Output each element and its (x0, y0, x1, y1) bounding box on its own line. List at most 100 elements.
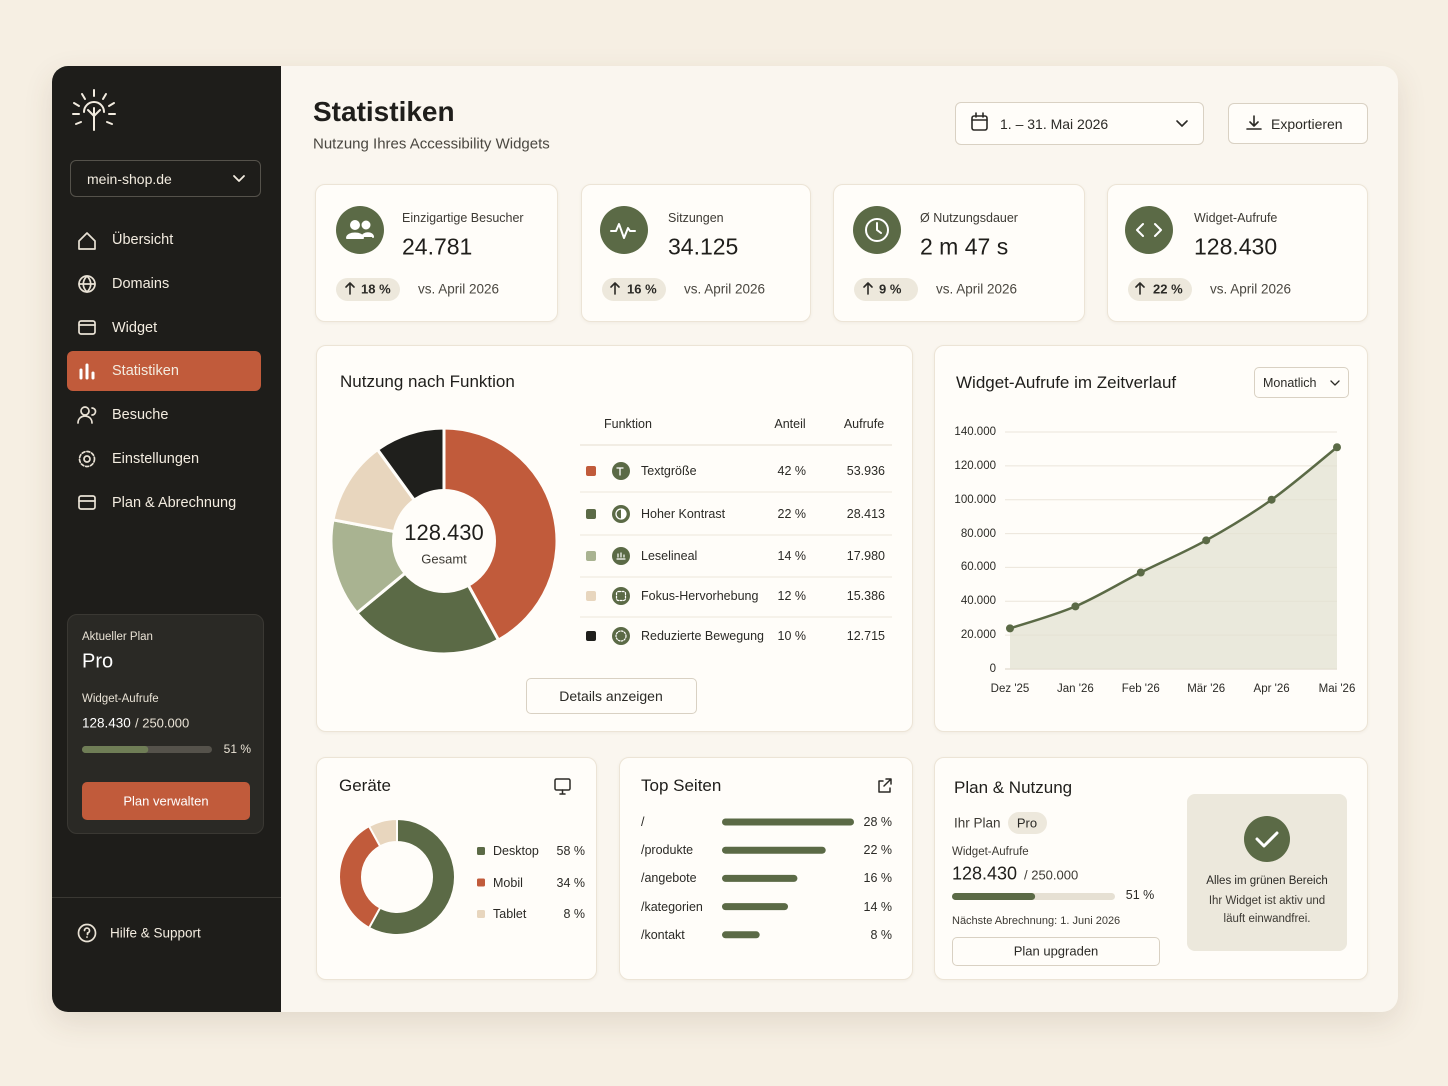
plan-name: Pro (82, 650, 114, 673)
nav-item[interactable]: Statistiken (112, 363, 179, 379)
label: Leselineal (641, 549, 698, 563)
nav-item[interactable]: Übersicht (112, 232, 174, 248)
label: Gesamt (421, 551, 467, 567)
x-tick-label: Jan '26 (1057, 683, 1094, 695)
sidebar (52, 66, 281, 1012)
card-title: Top Seiten (641, 776, 722, 795)
bar (722, 903, 788, 911)
bar (722, 931, 760, 939)
label: Sitzungen (668, 211, 724, 225)
button[interactable] (82, 782, 250, 820)
nav-item[interactable]: Einstellungen (112, 451, 200, 467)
domain-select[interactable] (70, 160, 261, 197)
point (1267, 495, 1276, 504)
value-label: 34 % (556, 875, 586, 890)
donut-segment (367, 817, 398, 848)
y-tick-label: 140.000 (954, 426, 996, 438)
nav-item[interactable]: Besuche (112, 407, 169, 423)
label: / 250.000 (1024, 867, 1079, 883)
value-label: 58 % (556, 844, 586, 858)
label: Hoher Kontrast (641, 507, 726, 521)
share: 42 % (777, 464, 807, 478)
point (1006, 624, 1014, 633)
label: Reduzierte Bewegung (641, 629, 764, 643)
label[interactable]: Monatlich (1263, 376, 1317, 390)
label: 51 % (1125, 888, 1155, 902)
share: 14 % (777, 549, 807, 563)
label[interactable]: Plan upgraden (1013, 943, 1099, 959)
label: 51 % (223, 742, 251, 756)
label: 128.430 (952, 863, 1018, 884)
label: Widget-Aufrufe (952, 846, 1029, 858)
label: Nächste Abrechnung: 1. Juni 2026 (952, 915, 1121, 927)
label: Mobil (493, 875, 523, 890)
nav-item[interactable]: Widget (112, 320, 158, 336)
swatch (477, 910, 485, 918)
label[interactable]: Details anzeigen (559, 688, 663, 704)
calls: 12.715 (846, 629, 885, 643)
swatch (586, 551, 596, 561)
date-select[interactable] (955, 102, 1204, 145)
swatch (586, 591, 596, 601)
kpi-value: 34.125 (668, 233, 739, 260)
change: 9 % (879, 281, 902, 297)
nav-active[interactable] (67, 351, 261, 391)
label: Textgröße (641, 464, 697, 478)
button[interactable] (526, 678, 697, 714)
button[interactable] (952, 937, 1160, 966)
share: 10 % (777, 629, 807, 643)
page-title: Statistiken (313, 96, 455, 127)
value-label: 8 % (870, 927, 892, 942)
label: / 250.000 (135, 715, 190, 731)
label: Widget-Aufrufe (1194, 211, 1278, 225)
calls: 15.386 (846, 589, 885, 603)
page-path: / (641, 815, 645, 829)
value-label: 22 % (863, 843, 893, 858)
label: Anteil (774, 417, 806, 431)
change: 22 % (1153, 281, 1183, 297)
label: Ø Nutzungsdauer (920, 211, 1018, 225)
total: 128.430 (404, 520, 484, 545)
label[interactable]: Plan verwalten (123, 793, 209, 809)
change: 16 % (627, 281, 657, 297)
y-tick-label: 80.000 (960, 527, 996, 540)
value-label: 28 % (863, 815, 893, 829)
card-title: Nutzung nach Funktion (340, 372, 515, 391)
y-tick-label: 40.000 (960, 595, 996, 608)
label: Tablet (493, 907, 527, 921)
donut-segment (354, 538, 501, 656)
progress (952, 893, 1036, 900)
nav-item[interactable]: Plan & Abrechnung (112, 495, 237, 511)
swatch (477, 847, 485, 855)
label[interactable]: Exportieren (1271, 116, 1343, 132)
y-tick-label: 60.000 (960, 561, 996, 574)
plan-pill (1008, 812, 1047, 834)
share: 12 % (777, 589, 807, 603)
page-path: /angebote (641, 871, 697, 886)
value-label: 8 % (563, 907, 585, 921)
label[interactable]: Hilfe & Support (110, 925, 201, 941)
label: Pro (1016, 815, 1038, 831)
card-title: Geräte (339, 776, 391, 795)
x-tick-label: Mai '26 (1318, 683, 1356, 695)
label: vs. April 2026 (684, 281, 766, 297)
bar (722, 874, 798, 882)
x-tick-label: Feb '26 (1121, 683, 1160, 695)
domain: mein-shop.de (87, 171, 172, 187)
label[interactable]: 1. – 31. Mai 2026 (1000, 116, 1109, 132)
swatch (586, 509, 596, 519)
point (1202, 536, 1211, 545)
label: Aufrufe (843, 417, 885, 431)
y-tick-label: 120.000 (954, 459, 996, 472)
donut-segment (367, 817, 456, 936)
calls: 17.980 (846, 549, 885, 563)
calls: 53.936 (846, 464, 885, 478)
calls: 28.413 (846, 507, 885, 521)
x-tick-label: Mär '26 (1187, 683, 1226, 695)
label: 128.430 (82, 715, 131, 731)
nav-item[interactable]: Domains (112, 276, 170, 292)
kpi-value: 24.781 (402, 233, 473, 260)
point (1333, 443, 1341, 452)
label: Ihr Widget ist aktiv und läuft einwandfr… (1208, 895, 1326, 925)
y-tick-label: 0 (989, 663, 996, 675)
